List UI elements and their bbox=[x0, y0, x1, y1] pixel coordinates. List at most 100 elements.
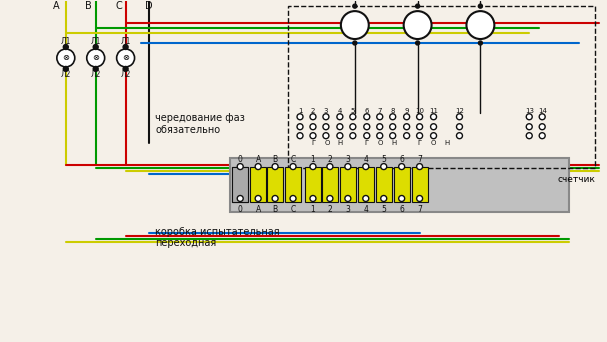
Circle shape bbox=[416, 41, 419, 45]
Text: 9: 9 bbox=[404, 108, 409, 114]
Circle shape bbox=[272, 163, 278, 170]
Text: 6: 6 bbox=[399, 155, 404, 164]
Circle shape bbox=[430, 124, 436, 130]
Circle shape bbox=[377, 114, 383, 120]
Text: 7: 7 bbox=[417, 205, 422, 214]
Circle shape bbox=[478, 41, 483, 45]
Circle shape bbox=[363, 163, 369, 170]
Circle shape bbox=[323, 114, 329, 120]
Circle shape bbox=[539, 124, 545, 130]
Circle shape bbox=[310, 163, 316, 170]
Text: 3: 3 bbox=[324, 108, 328, 114]
Text: C: C bbox=[115, 1, 122, 11]
Text: 8: 8 bbox=[390, 108, 395, 114]
FancyBboxPatch shape bbox=[358, 167, 374, 202]
Text: A: A bbox=[256, 205, 261, 214]
Circle shape bbox=[350, 124, 356, 130]
Circle shape bbox=[381, 196, 387, 201]
Circle shape bbox=[364, 133, 370, 139]
Circle shape bbox=[381, 163, 387, 170]
Circle shape bbox=[123, 44, 128, 50]
Text: переходная: переходная bbox=[155, 238, 217, 248]
Text: О: О bbox=[378, 140, 384, 146]
Text: 1: 1 bbox=[311, 155, 316, 164]
Circle shape bbox=[337, 133, 343, 139]
Text: 7: 7 bbox=[417, 155, 422, 164]
Text: ⊗: ⊗ bbox=[122, 53, 129, 63]
Circle shape bbox=[345, 196, 351, 201]
Text: B: B bbox=[273, 155, 277, 164]
Text: 2: 2 bbox=[311, 108, 315, 114]
Text: коробка испытательная: коробка испытательная bbox=[155, 227, 280, 237]
Text: 3: 3 bbox=[345, 205, 350, 214]
Circle shape bbox=[123, 66, 128, 71]
Circle shape bbox=[377, 133, 383, 139]
Circle shape bbox=[117, 49, 135, 67]
Text: Л2: Л2 bbox=[90, 70, 101, 79]
Circle shape bbox=[430, 114, 436, 120]
FancyBboxPatch shape bbox=[412, 167, 427, 202]
Circle shape bbox=[363, 196, 369, 201]
Circle shape bbox=[341, 11, 369, 39]
Circle shape bbox=[297, 114, 303, 120]
Circle shape bbox=[237, 196, 243, 201]
Circle shape bbox=[478, 4, 483, 8]
Circle shape bbox=[337, 114, 343, 120]
Circle shape bbox=[337, 124, 343, 130]
Text: 14: 14 bbox=[538, 108, 547, 114]
Circle shape bbox=[350, 114, 356, 120]
Circle shape bbox=[272, 196, 278, 201]
Text: Л1: Л1 bbox=[90, 37, 101, 45]
Circle shape bbox=[310, 124, 316, 130]
Circle shape bbox=[539, 133, 545, 139]
Circle shape bbox=[310, 196, 316, 201]
Circle shape bbox=[399, 163, 405, 170]
FancyBboxPatch shape bbox=[305, 167, 321, 202]
Text: 12: 12 bbox=[455, 108, 464, 114]
Circle shape bbox=[416, 114, 422, 120]
Text: B: B bbox=[86, 1, 92, 11]
Text: 0: 0 bbox=[238, 205, 243, 214]
FancyBboxPatch shape bbox=[285, 167, 301, 202]
Circle shape bbox=[237, 163, 243, 170]
Circle shape bbox=[63, 66, 69, 71]
FancyBboxPatch shape bbox=[267, 167, 283, 202]
Text: Г: Г bbox=[365, 140, 369, 146]
Circle shape bbox=[345, 163, 351, 170]
Circle shape bbox=[404, 11, 432, 39]
Text: ⊗: ⊗ bbox=[92, 53, 99, 63]
Text: 3: 3 bbox=[345, 155, 350, 164]
Text: счетчик: счетчик bbox=[557, 175, 595, 184]
FancyBboxPatch shape bbox=[376, 167, 392, 202]
Text: Н: Н bbox=[444, 140, 449, 146]
Text: Л1: Л1 bbox=[61, 37, 71, 45]
Circle shape bbox=[57, 49, 75, 67]
Text: 4: 4 bbox=[364, 155, 368, 164]
FancyBboxPatch shape bbox=[250, 167, 266, 202]
Text: D: D bbox=[144, 1, 152, 11]
Circle shape bbox=[430, 133, 436, 139]
FancyBboxPatch shape bbox=[230, 158, 569, 212]
FancyBboxPatch shape bbox=[232, 167, 248, 202]
Text: C: C bbox=[290, 155, 296, 164]
Circle shape bbox=[466, 11, 494, 39]
Text: 5: 5 bbox=[381, 155, 386, 164]
Text: 1: 1 bbox=[298, 108, 302, 114]
Circle shape bbox=[255, 196, 261, 201]
Circle shape bbox=[377, 124, 383, 130]
Circle shape bbox=[310, 133, 316, 139]
Circle shape bbox=[404, 124, 410, 130]
Circle shape bbox=[390, 133, 396, 139]
Text: 11: 11 bbox=[429, 108, 438, 114]
Text: 6: 6 bbox=[399, 205, 404, 214]
Circle shape bbox=[404, 133, 410, 139]
Text: Н: Н bbox=[337, 140, 342, 146]
FancyBboxPatch shape bbox=[394, 167, 410, 202]
Text: Л2: Л2 bbox=[120, 70, 131, 79]
Circle shape bbox=[364, 114, 370, 120]
Circle shape bbox=[526, 124, 532, 130]
Circle shape bbox=[87, 49, 104, 67]
Circle shape bbox=[416, 124, 422, 130]
Text: 7: 7 bbox=[378, 108, 382, 114]
Circle shape bbox=[539, 114, 545, 120]
